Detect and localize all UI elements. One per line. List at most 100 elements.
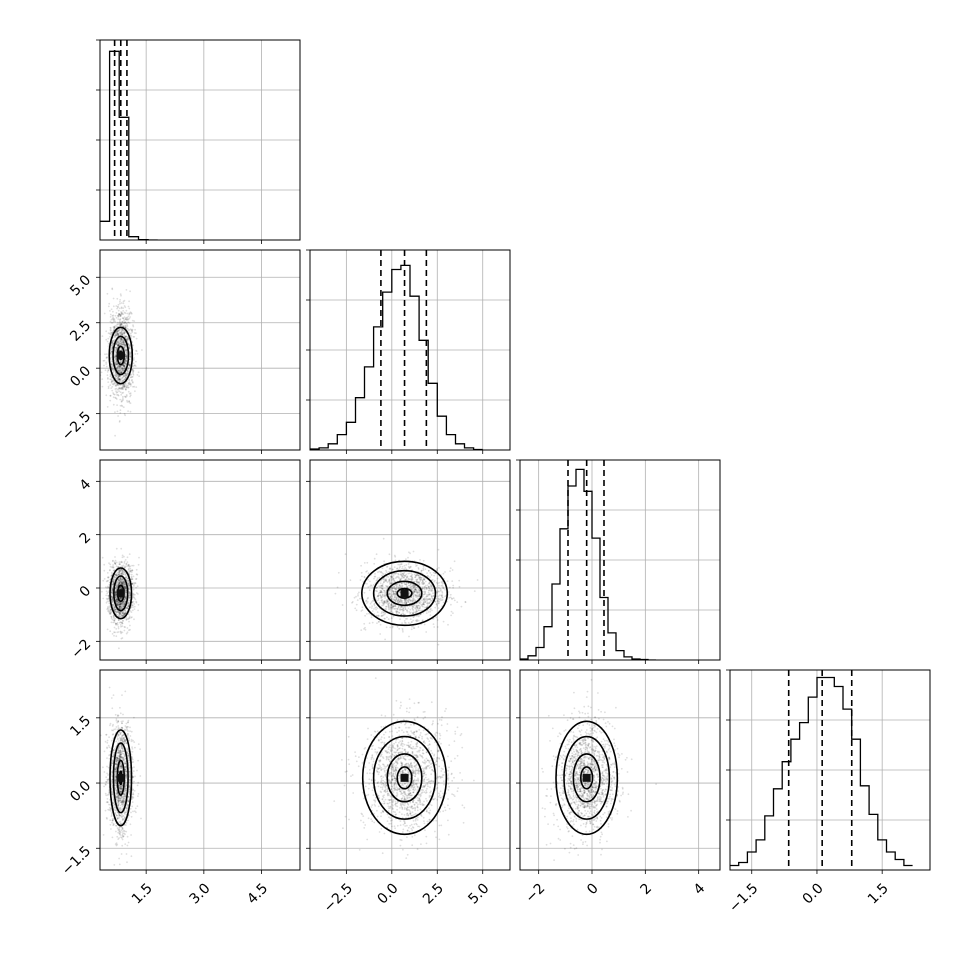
- scatter-point: [380, 582, 382, 584]
- scatter-point: [381, 605, 383, 607]
- scatter-point: [121, 638, 123, 640]
- scatter-point: [418, 568, 420, 570]
- scatter-point: [404, 620, 406, 622]
- scatter-point: [102, 580, 104, 582]
- scatter-point: [398, 628, 400, 630]
- scatter-point: [419, 607, 421, 609]
- scatter-point: [113, 396, 115, 398]
- scatter-point: [406, 601, 408, 603]
- scatter-point: [433, 623, 435, 625]
- scatter-point: [128, 564, 130, 566]
- scatter-point: [122, 330, 124, 332]
- scatter-point: [121, 323, 123, 325]
- scatter-point: [361, 576, 363, 578]
- scatter-point: [360, 579, 362, 581]
- scatter-point: [397, 576, 399, 578]
- scatter-point: [111, 566, 113, 568]
- scatter-point: [121, 302, 123, 304]
- scatter-point: [115, 593, 117, 595]
- scatter-point: [395, 560, 397, 562]
- scatter-point: [381, 584, 383, 586]
- scatter-point: [126, 350, 128, 352]
- scatter-point: [356, 609, 358, 611]
- scatter-point: [109, 569, 111, 571]
- scatter-point: [116, 392, 118, 394]
- scatter-point: [451, 580, 453, 582]
- scatter-point: [125, 591, 127, 593]
- scatter-point: [114, 563, 116, 565]
- scatter-point: [112, 341, 114, 343]
- scatter-point: [428, 583, 430, 585]
- scatter-point: [114, 556, 116, 558]
- histogram-step: [310, 265, 483, 449]
- scatter-point: [416, 621, 418, 623]
- scatter-point: [116, 298, 118, 300]
- scatter-point: [111, 381, 113, 383]
- scatter-point: [438, 585, 440, 587]
- scatter-point: [442, 582, 444, 584]
- scatter-point: [114, 334, 116, 336]
- scatter-point: [117, 394, 119, 396]
- scatter-point: [407, 573, 409, 575]
- scatter-point: [415, 595, 417, 597]
- scatter-point: [118, 388, 120, 390]
- scatter-point: [111, 622, 113, 624]
- scatter-point: [134, 390, 136, 392]
- scatter-point: [357, 595, 359, 597]
- scatter-point: [383, 579, 385, 581]
- scatter-point: [378, 594, 380, 596]
- scatter-point: [123, 613, 125, 615]
- scatter-point: [120, 311, 122, 313]
- y-tick-label: 0: [77, 583, 95, 601]
- scatter-point: [133, 766, 135, 768]
- scatter-point: [107, 341, 109, 343]
- scatter-point: [426, 587, 428, 589]
- scatter-point: [107, 377, 109, 379]
- scatter-point: [361, 572, 363, 574]
- scatter-point: [426, 612, 428, 614]
- scatter-point: [116, 312, 118, 314]
- scatter-point: [384, 639, 386, 641]
- scatter-point: [379, 602, 381, 604]
- scatter-point: [385, 606, 387, 608]
- scatter-point: [107, 606, 109, 608]
- scatter-point: [398, 577, 400, 579]
- scatter-point: [378, 598, 380, 600]
- scatter-point: [418, 588, 420, 590]
- scatter-point: [113, 620, 115, 622]
- scatter-point: [129, 290, 131, 292]
- scatter-point: [114, 435, 116, 437]
- scatter-point: [113, 393, 115, 395]
- scatter-point: [414, 591, 416, 593]
- y-tick-label: 5.0: [67, 272, 94, 299]
- scatter-point: [107, 293, 109, 295]
- scatter-point: [127, 627, 129, 629]
- scatter-point: [434, 607, 436, 609]
- scatter-point: [374, 573, 376, 575]
- scatter-point: [381, 600, 383, 602]
- scatter-point: [114, 627, 116, 629]
- y-tick-label: 0.0: [67, 363, 94, 390]
- scatter-point: [112, 322, 114, 324]
- scatter-point: [461, 606, 463, 608]
- scatter-point: [105, 362, 107, 364]
- scatter-point: [106, 601, 108, 603]
- scatter-point: [127, 605, 129, 607]
- scatter-point: [368, 572, 370, 574]
- scatter-point: [134, 582, 136, 584]
- scatter-point: [117, 344, 119, 346]
- scatter-point: [104, 353, 106, 355]
- scatter-point: [107, 381, 109, 383]
- scatter-point: [124, 385, 126, 387]
- scatter-point: [474, 590, 476, 592]
- scatter-point: [102, 557, 104, 559]
- scatter-point: [122, 556, 124, 558]
- scatter-point: [391, 577, 393, 579]
- scatter-point: [413, 551, 415, 553]
- scatter-point: [119, 299, 121, 301]
- scatter-point: [393, 616, 395, 618]
- y-tick-label: −2: [68, 636, 94, 662]
- scatter-point: [387, 576, 389, 578]
- scatter-point: [409, 567, 411, 569]
- scatter-point: [110, 327, 112, 329]
